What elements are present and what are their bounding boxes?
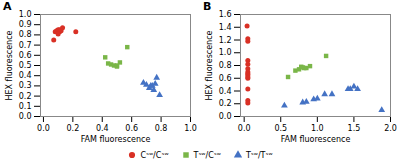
svg-text:0.5: 0.5 (19, 61, 32, 70)
svg-text:0.8: 0.8 (19, 30, 32, 39)
svg-text:0.8: 0.8 (219, 61, 232, 70)
svg-text:0.6: 0.6 (125, 124, 138, 133)
svg-text:HEX fluorescence: HEX fluorescence (205, 30, 214, 100)
html-text:B: B (203, 0, 212, 13)
html-text:Cˢʷ/Cˢʷ: Cˢʷ/Cˢʷ (140, 150, 169, 160)
svg-text:1.6: 1.6 (219, 10, 232, 19)
svg-text:0.0: 0.0 (219, 112, 232, 121)
svg-text:0.4: 0.4 (96, 124, 109, 133)
svg-text:0.6: 0.6 (19, 51, 32, 60)
svg-text:1.0: 1.0 (311, 124, 324, 133)
svg-text:0.0: 0.0 (19, 112, 32, 121)
svg-text:0.9: 0.9 (19, 20, 32, 29)
svg-text:0.0: 0.0 (238, 124, 251, 133)
html-text:Tˢʷ/Cˢʷ: Tˢʷ/Cˢʷ (193, 150, 221, 160)
svg-text:2.0: 2.0 (384, 124, 397, 133)
svg-text:0.7: 0.7 (19, 41, 32, 50)
svg-text:FAM fluorescence: FAM fluorescence (81, 135, 151, 144)
svg-text:0.3: 0.3 (19, 81, 32, 90)
svg-text:0.2: 0.2 (66, 124, 79, 133)
svg-text:0.1: 0.1 (19, 102, 32, 111)
svg-text:1.0: 1.0 (219, 48, 232, 57)
svg-text:0.4: 0.4 (219, 87, 232, 96)
html-text:A: A (3, 0, 12, 13)
svg-text:0.2: 0.2 (219, 99, 232, 108)
svg-text:FAM fluorescence: FAM fluorescence (281, 135, 351, 144)
svg-text:1.0: 1.0 (184, 124, 197, 133)
svg-text:1.5: 1.5 (348, 124, 361, 133)
svg-text:0.0: 0.0 (37, 124, 50, 133)
svg-text:1.0: 1.0 (19, 10, 32, 19)
svg-text:0.5: 0.5 (274, 124, 287, 133)
html-text:Tˢʷ/Tˢʷ: Tˢʷ/Tˢʷ (245, 150, 273, 160)
svg-text:0.2: 0.2 (19, 92, 32, 101)
svg-text:1.2: 1.2 (219, 36, 232, 45)
svg-text:HEX fluorescence: HEX fluorescence (5, 30, 14, 100)
svg-text:0.4: 0.4 (19, 71, 32, 80)
svg-text:1.4: 1.4 (219, 23, 232, 32)
svg-text:0.8: 0.8 (155, 124, 168, 133)
svg-text:0.6: 0.6 (219, 74, 232, 83)
